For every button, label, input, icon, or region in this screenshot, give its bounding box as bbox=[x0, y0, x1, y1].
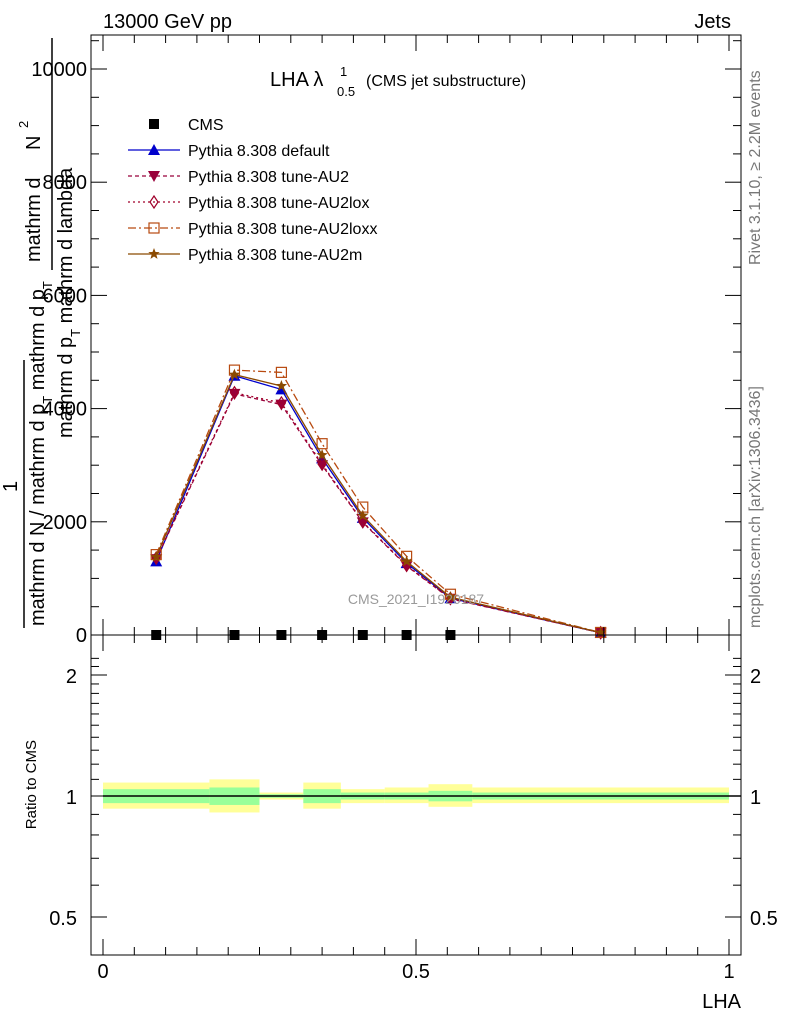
ratio-y-tick-label-right: 1 bbox=[750, 787, 761, 809]
legend-label: Pythia 8.308 default bbox=[188, 143, 330, 160]
y-tick-label: 6000 bbox=[43, 285, 88, 307]
y-tick-label: 8000 bbox=[43, 172, 88, 194]
legend-marker bbox=[149, 119, 159, 129]
legend-label: Pythia 8.308 tune-AU2 bbox=[188, 169, 349, 186]
svg-text:LHA λ: LHA λ bbox=[270, 69, 323, 91]
y-tick-label: 2000 bbox=[43, 512, 88, 534]
y-label-numer-top: mathrm d bbox=[23, 178, 45, 262]
legend-item: CMS bbox=[149, 117, 224, 134]
point-au2loxx bbox=[275, 366, 288, 378]
legend-item: Pythia 8.308 tune-AU2 bbox=[128, 169, 349, 186]
point-au2lox bbox=[317, 456, 327, 472]
legend-label: CMS bbox=[188, 117, 224, 134]
point-au2m bbox=[400, 555, 413, 567]
header-process-label: Jets bbox=[694, 11, 731, 33]
x-tick-label: 0.5 bbox=[402, 961, 430, 983]
y-label-numer-sup: 2 bbox=[16, 121, 31, 128]
x-tick-label: 0 bbox=[97, 961, 108, 983]
series-line-au2lox bbox=[155, 392, 601, 634]
x-tick-label: 1 bbox=[723, 961, 734, 983]
ratio-y-tick-label: 2 bbox=[66, 666, 77, 688]
legend-marker bbox=[148, 222, 160, 234]
point-au2m bbox=[316, 449, 328, 460]
legend-marker bbox=[149, 194, 159, 210]
point-au2m bbox=[595, 626, 607, 638]
legend-marker bbox=[148, 248, 160, 259]
mcplots-reference-label: mcplots.cern.ch [arXiv:1306.3436] bbox=[747, 386, 764, 628]
point-au2loxx bbox=[150, 549, 162, 561]
y-label-front-numer: 1 bbox=[0, 481, 22, 492]
legend-label: Pythia 8.308 tune-AU2m bbox=[188, 247, 362, 264]
legend-marker bbox=[148, 144, 160, 155]
legend-label: Pythia 8.308 tune-AU2loxx bbox=[188, 221, 377, 238]
ratio-panel: 0.5 0.5 1 1 2 2 0 0.5 1 Ratio to CMS bbox=[23, 634, 778, 983]
series-line-default bbox=[155, 375, 601, 634]
ratio-y-tick-label: 1 bbox=[66, 787, 77, 809]
main-panel: 0 2000 4000 6000 8000 10000 CMS_2021_I1920187… bbox=[31, 34, 742, 647]
legend-item: Pythia 8.308 default bbox=[128, 143, 330, 160]
ratio-y-tick-label: 0.5 bbox=[49, 908, 77, 930]
plot-title-sup: 1 bbox=[340, 64, 347, 79]
ratio-y-tick-label-right: 2 bbox=[750, 666, 761, 688]
series-line-au2m bbox=[155, 373, 601, 634]
legend-label: Pythia 8.308 tune-AU2lox bbox=[188, 195, 369, 212]
y-label-numer-mid: N bbox=[23, 136, 45, 150]
y-tick-label: 0 bbox=[76, 625, 87, 647]
plot-title: LHA λ 1 0.5 (CMS jet substructure) bbox=[270, 64, 526, 99]
point-au2m bbox=[444, 591, 457, 602]
series-line-au2loxx bbox=[155, 369, 601, 634]
watermark: CMS_2021_I1920187 bbox=[348, 591, 484, 607]
point-au2m bbox=[228, 368, 241, 380]
ratio-y-tick-label-right: 0.5 bbox=[750, 908, 778, 930]
point-au2m bbox=[357, 509, 369, 521]
y-tick-label: 4000 bbox=[43, 399, 88, 421]
legend-marker bbox=[148, 171, 160, 182]
x-axis-label: LHA bbox=[702, 991, 742, 1013]
legend-item: Pythia 8.308 tune-AU2m bbox=[128, 247, 362, 264]
plot-title-main: LHA λ bbox=[270, 69, 323, 91]
y-axis-label: mathrm d N 2 mathrm d pT mathrm d lambda… bbox=[0, 38, 83, 628]
plot-title-paren: (CMS jet substructure) bbox=[366, 73, 526, 90]
header-collision-label: 13000 GeV pp bbox=[103, 11, 232, 33]
point-au2loxx bbox=[316, 438, 328, 450]
ratio-ylabel: Ratio to CMS bbox=[23, 740, 40, 829]
legend-item: Pythia 8.308 tune-AU2lox bbox=[128, 194, 369, 212]
point-au2lox bbox=[229, 385, 240, 400]
point-au2m bbox=[275, 380, 288, 391]
point-au2m bbox=[150, 550, 162, 562]
y-label-denom: mathrm d pT mathrm d lambda bbox=[55, 167, 83, 438]
rivet-version-label: Rivet 3.1.10, ≥ 2.2M events bbox=[747, 70, 764, 265]
plot-title-sub: 0.5 bbox=[337, 84, 355, 99]
y-tick-label: 10000 bbox=[31, 59, 87, 81]
point-au2lox bbox=[276, 395, 287, 411]
legend-item: Pythia 8.308 tune-AU2loxx bbox=[128, 221, 377, 238]
y-label-front-denom: mathrm d N / mathrm d pT mathrm d pT bbox=[27, 281, 55, 626]
